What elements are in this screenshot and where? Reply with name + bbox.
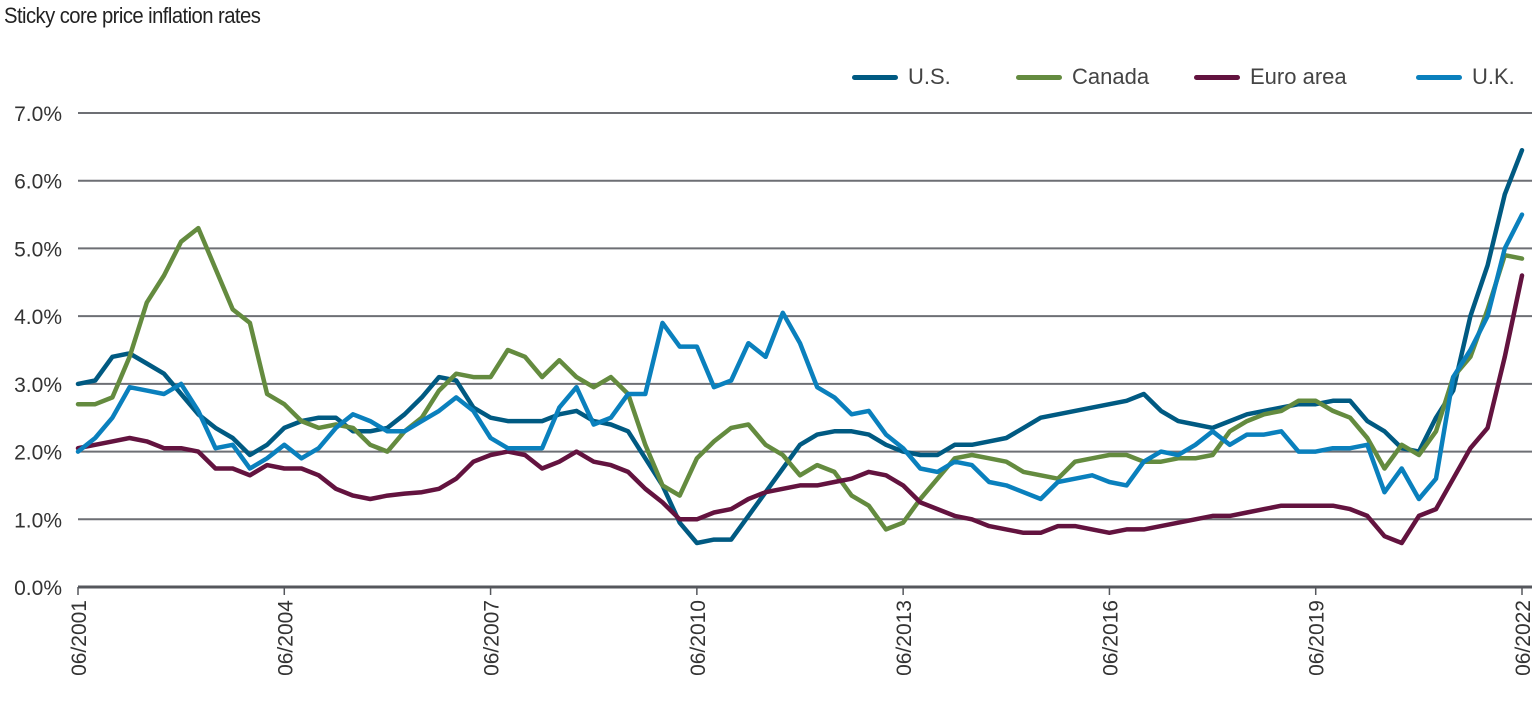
y-tick-label: 4.0% bbox=[14, 306, 62, 329]
x-tick-label: 06/2007 bbox=[481, 600, 504, 676]
x-tick-label: 06/2001 bbox=[68, 600, 91, 676]
legend-swatch-uk bbox=[1416, 74, 1462, 80]
legend-label-uk: U.K. bbox=[1472, 64, 1515, 89]
y-tick-label: 5.0% bbox=[14, 238, 62, 261]
series-line-u-k bbox=[75, 212, 1525, 502]
y-tick-label: 6.0% bbox=[14, 171, 62, 194]
legend-euro-area: Euro area bbox=[1194, 62, 1347, 92]
series-line-u-s bbox=[75, 147, 1525, 546]
series-line-euro-area bbox=[75, 273, 1525, 546]
legend-label-canada: Canada bbox=[1072, 64, 1150, 89]
legend-canada: Canada bbox=[1016, 62, 1149, 92]
legend-label-euro-area: Euro area bbox=[1250, 64, 1347, 89]
y-tick-label: 7.0% bbox=[14, 103, 62, 126]
y-tick-label: 0.0% bbox=[14, 577, 62, 600]
y-tick-label: 2.0% bbox=[14, 442, 62, 465]
x-tick-label: 06/2016 bbox=[1099, 600, 1122, 676]
x-tick-label: 06/2022 bbox=[1512, 600, 1532, 676]
x-axis-ticks: 06/2001 06/2004 06/2007 06/2010 06/2013 06/20… bbox=[68, 587, 1532, 676]
series-line-canada bbox=[75, 225, 1525, 532]
legend-swatch-us bbox=[852, 74, 898, 80]
y-axis-ticks: 0.0% 1.0% 2.0% 3.0% 4.0% 5.0% 6.0% 7.0% bbox=[14, 103, 62, 600]
legend-uk: U.K. bbox=[1416, 62, 1515, 92]
gridlines bbox=[78, 112, 1532, 589]
series-lines bbox=[75, 147, 1525, 546]
x-tick-label: 06/2019 bbox=[1306, 600, 1329, 676]
legend-label-us: U.S. bbox=[908, 64, 951, 89]
x-tick-label: 06/2013 bbox=[893, 600, 916, 676]
legend-swatch-canada bbox=[1016, 74, 1062, 80]
x-tick-label: 06/2010 bbox=[687, 600, 710, 676]
legend-swatch-euro-area bbox=[1194, 74, 1240, 80]
legend-us: U.S. bbox=[852, 62, 951, 92]
y-tick-label: 3.0% bbox=[14, 374, 62, 397]
chart-title: Sticky core price inflation rates bbox=[4, 3, 261, 28]
x-tick-label: 06/2004 bbox=[274, 600, 297, 676]
y-tick-label: 1.0% bbox=[14, 509, 62, 532]
